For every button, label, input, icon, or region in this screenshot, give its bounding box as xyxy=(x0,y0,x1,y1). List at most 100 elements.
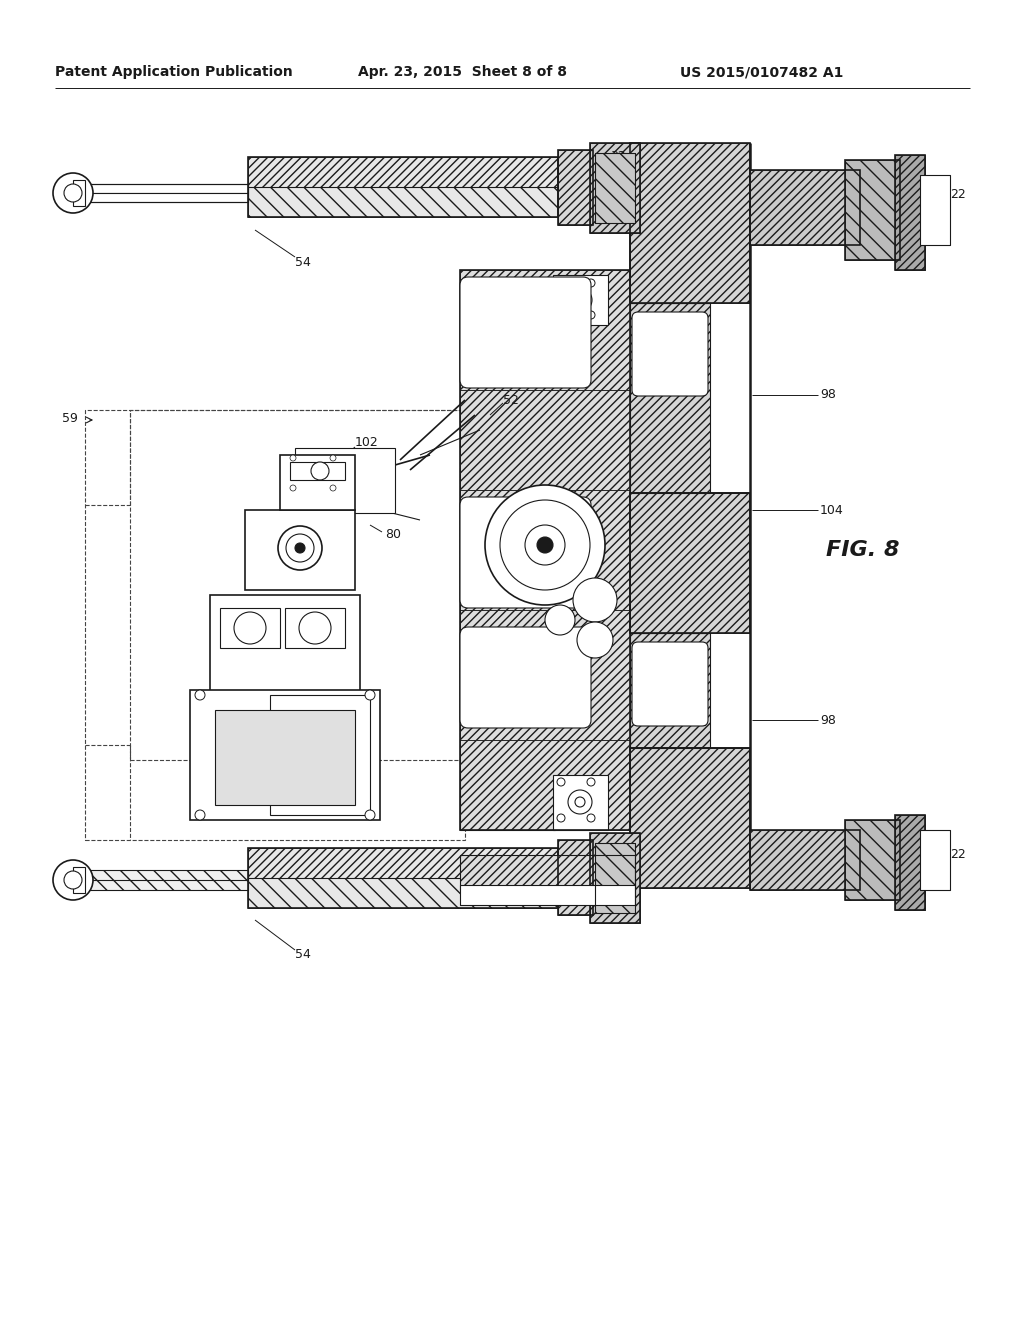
Circle shape xyxy=(278,525,322,570)
Bar xyxy=(750,170,860,246)
Circle shape xyxy=(295,543,305,553)
Bar xyxy=(248,157,558,216)
Circle shape xyxy=(330,455,336,461)
Bar xyxy=(630,634,710,748)
Bar xyxy=(920,830,950,890)
Text: 54: 54 xyxy=(295,949,311,961)
Text: 60: 60 xyxy=(510,598,526,611)
Text: 98: 98 xyxy=(820,714,836,726)
Text: US 2015/0107482 A1: US 2015/0107482 A1 xyxy=(680,65,844,79)
Bar xyxy=(553,775,608,830)
Circle shape xyxy=(537,537,553,553)
Circle shape xyxy=(575,797,585,807)
Text: 104: 104 xyxy=(820,503,844,516)
Text: Apr. 23, 2015  Sheet 8 of 8: Apr. 23, 2015 Sheet 8 of 8 xyxy=(358,65,567,79)
Circle shape xyxy=(53,173,93,213)
Circle shape xyxy=(568,288,592,312)
Bar xyxy=(630,304,710,492)
Circle shape xyxy=(587,279,595,286)
Bar xyxy=(73,867,85,894)
Bar xyxy=(895,814,925,909)
Bar xyxy=(845,160,900,260)
Bar xyxy=(630,143,750,304)
Circle shape xyxy=(234,612,266,644)
Circle shape xyxy=(63,871,82,888)
FancyBboxPatch shape xyxy=(632,642,708,726)
Bar xyxy=(245,510,355,590)
Bar xyxy=(630,304,710,492)
Bar xyxy=(290,462,345,480)
Bar xyxy=(558,840,593,915)
Circle shape xyxy=(557,777,565,785)
Bar xyxy=(845,820,900,900)
Text: 52: 52 xyxy=(503,393,519,407)
Bar xyxy=(300,453,390,508)
Bar xyxy=(845,820,900,900)
Bar xyxy=(590,833,640,923)
Circle shape xyxy=(365,690,375,700)
Bar xyxy=(460,884,635,906)
Circle shape xyxy=(500,500,590,590)
Bar xyxy=(88,183,248,193)
Bar xyxy=(595,153,635,223)
Bar xyxy=(460,490,630,610)
Circle shape xyxy=(299,612,331,644)
Bar xyxy=(553,275,608,325)
Bar xyxy=(460,271,630,830)
Circle shape xyxy=(195,810,205,820)
Bar xyxy=(295,447,395,513)
Bar xyxy=(590,143,640,234)
Text: 22: 22 xyxy=(950,189,966,202)
Circle shape xyxy=(587,814,595,822)
Bar xyxy=(460,855,635,890)
Bar xyxy=(460,389,630,490)
Bar xyxy=(460,855,635,890)
Bar xyxy=(635,315,705,395)
Text: 54: 54 xyxy=(295,256,311,268)
Circle shape xyxy=(587,312,595,319)
Circle shape xyxy=(557,312,565,319)
Bar xyxy=(630,492,750,634)
Bar xyxy=(590,833,640,923)
Circle shape xyxy=(195,690,205,700)
Circle shape xyxy=(577,622,613,657)
Bar xyxy=(920,176,950,246)
Bar xyxy=(88,193,248,202)
Bar xyxy=(130,411,460,760)
Bar xyxy=(920,176,950,246)
Circle shape xyxy=(525,525,565,565)
Bar xyxy=(73,180,85,206)
Text: 102: 102 xyxy=(355,437,379,450)
Circle shape xyxy=(63,183,82,202)
Bar xyxy=(248,157,558,187)
Bar xyxy=(630,748,750,888)
Bar xyxy=(460,741,630,830)
Bar xyxy=(220,609,280,648)
Bar xyxy=(590,143,640,234)
Bar xyxy=(895,814,925,909)
Text: Patent Application Publication: Patent Application Publication xyxy=(55,65,293,79)
FancyBboxPatch shape xyxy=(460,498,591,609)
Bar xyxy=(88,183,248,202)
Text: 59: 59 xyxy=(62,412,78,425)
Bar xyxy=(248,187,558,216)
Text: 22: 22 xyxy=(950,849,966,862)
Circle shape xyxy=(557,279,565,286)
Bar xyxy=(750,830,860,890)
Circle shape xyxy=(365,810,375,820)
Circle shape xyxy=(290,455,296,461)
Bar xyxy=(635,645,705,725)
Bar xyxy=(460,271,630,389)
Bar xyxy=(460,884,635,906)
Bar xyxy=(630,492,750,634)
Circle shape xyxy=(587,777,595,785)
Circle shape xyxy=(311,462,329,480)
Bar xyxy=(750,830,860,890)
Circle shape xyxy=(290,484,296,491)
Bar xyxy=(270,696,370,814)
Bar xyxy=(210,595,360,705)
Bar xyxy=(88,870,248,890)
Circle shape xyxy=(53,861,93,900)
Bar xyxy=(248,847,558,878)
Bar xyxy=(558,840,593,915)
